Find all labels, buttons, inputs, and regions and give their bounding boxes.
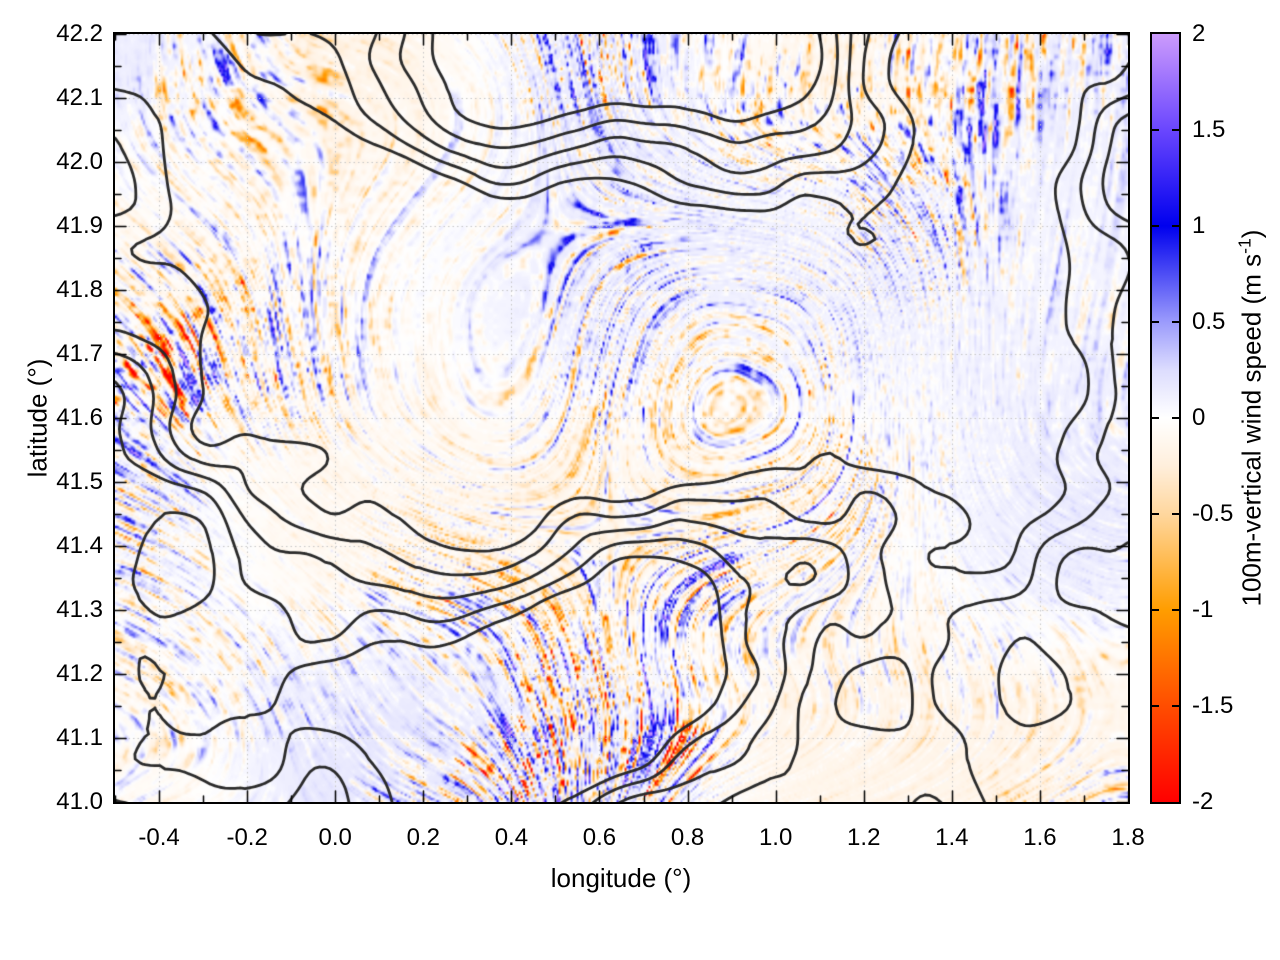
colorbar-tick-dash bbox=[1172, 513, 1179, 515]
x-tick-label: 1.2 bbox=[847, 824, 881, 851]
x-tick-label: -0.4 bbox=[138, 824, 180, 851]
x-tick-label: 1.4 bbox=[935, 824, 969, 851]
colorbar-tick-dash bbox=[1152, 513, 1159, 515]
colorbar-label-suffix: ) bbox=[1236, 229, 1267, 239]
x-axis-label: longitude (°) bbox=[550, 863, 692, 893]
y-tick-label: 41.8 bbox=[56, 276, 103, 303]
colorbar-tick-dash bbox=[1152, 129, 1159, 131]
colorbar-tick-dash bbox=[1152, 321, 1159, 323]
colorbar-tick-label: -2 bbox=[1192, 788, 1214, 815]
colorbar-label-text: 100m-vertical wind speed (m s bbox=[1236, 253, 1267, 607]
x-tick-label: 1.0 bbox=[758, 824, 793, 851]
x-tick-label: 0.2 bbox=[406, 824, 440, 851]
heatmap-canvas bbox=[115, 34, 1128, 802]
colorbar-tick-label: 0 bbox=[1192, 404, 1206, 431]
colorbar-tick-dash bbox=[1172, 705, 1179, 707]
colorbar-tick-dash bbox=[1172, 609, 1179, 611]
x-tick-label: 0.0 bbox=[318, 824, 352, 851]
colorbar-label: 100m-vertical wind speed (m s-1) bbox=[1235, 230, 1268, 607]
y-tick-label: 42.0 bbox=[56, 148, 103, 175]
y-tick-label: 41.7 bbox=[56, 340, 103, 367]
colorbar-tick-label: 2 bbox=[1192, 20, 1206, 47]
y-tick-label: 41.9 bbox=[56, 212, 103, 239]
x-tick-label: 1.6 bbox=[1023, 824, 1057, 851]
y-axis-label: latitude (°) bbox=[22, 358, 53, 478]
x-tick-label: -0.2 bbox=[226, 824, 268, 851]
colorbar-tick-label: -1 bbox=[1192, 596, 1214, 623]
colorbar-tick-dash bbox=[1152, 225, 1159, 227]
y-tick-label: 41.0 bbox=[56, 788, 103, 815]
x-tick-label: 0.4 bbox=[494, 824, 529, 851]
colorbar-tick-dash bbox=[1172, 129, 1179, 131]
colorbar-tick-label: -0.5 bbox=[1192, 500, 1234, 527]
x-tick-label: 1.8 bbox=[1111, 824, 1145, 851]
x-tick-label: 0.6 bbox=[582, 824, 617, 851]
y-tick-label: 41.4 bbox=[56, 532, 103, 559]
colorbar-tick-label: -1.5 bbox=[1192, 692, 1234, 719]
x-tick-label: 0.8 bbox=[670, 824, 705, 851]
y-tick-label: 41.2 bbox=[56, 660, 103, 687]
y-tick-label: 42.2 bbox=[56, 20, 103, 47]
colorbar-label-superscript: -1 bbox=[1234, 238, 1255, 254]
y-tick-label: 41.1 bbox=[56, 724, 103, 751]
y-tick-label: 41.5 bbox=[56, 468, 103, 495]
colorbar-tick-dash bbox=[1172, 321, 1179, 323]
colorbar-tick-dash bbox=[1152, 705, 1159, 707]
colorbar-tick-dash bbox=[1172, 225, 1179, 227]
y-tick-label: 42.1 bbox=[56, 84, 103, 111]
colorbar-tick-label: 1.5 bbox=[1192, 116, 1226, 143]
colorbar-tick-dash bbox=[1152, 609, 1159, 611]
colorbar-tick-dash bbox=[1172, 417, 1179, 419]
y-tick-label: 41.3 bbox=[56, 596, 103, 623]
colorbar-tick-dash bbox=[1152, 417, 1159, 419]
plot-area bbox=[113, 32, 1130, 804]
colorbar-tick-label: 1 bbox=[1192, 212, 1206, 239]
y-tick-label: 41.6 bbox=[56, 404, 103, 431]
colorbar-tick-label: 0.5 bbox=[1192, 308, 1226, 335]
